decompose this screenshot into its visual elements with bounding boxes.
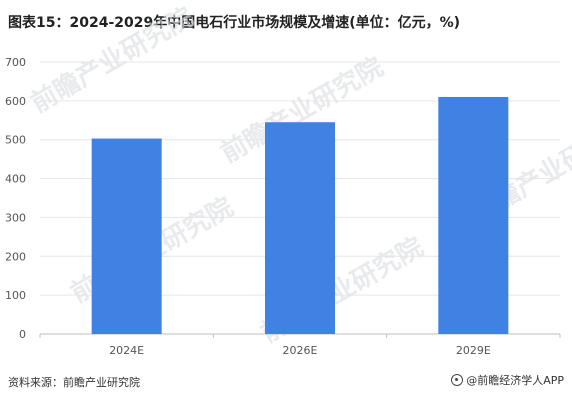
y-tick-label: 100 (5, 289, 26, 302)
brand-logo-icon (451, 374, 464, 386)
brand-credit: @前瞻经济学人APP (451, 372, 564, 388)
y-tick-label: 0 (19, 328, 26, 341)
bar-2026E (265, 122, 335, 334)
chart-title: 图表15：2024-2029年中国电石行业市场规模及增速(单位：亿元，%) (8, 15, 461, 31)
y-tick-label: 300 (5, 211, 26, 224)
y-tick-label: 700 (5, 56, 26, 69)
x-tick-label: 2024E (109, 344, 144, 357)
brand-label: @前瞻经济学人APP (466, 374, 564, 387)
y-tick-label: 600 (5, 95, 26, 108)
y-tick-label: 500 (5, 134, 26, 147)
bar-2029E (438, 96, 509, 334)
source-note: 资料来源：前瞻产业研究院 (8, 376, 140, 389)
y-tick-label: 200 (5, 250, 26, 263)
x-tick-label: 2026E (283, 344, 318, 357)
y-tick-label: 400 (5, 173, 26, 186)
x-tick-label: 2029E (456, 344, 491, 357)
bar-2024E (91, 138, 162, 334)
